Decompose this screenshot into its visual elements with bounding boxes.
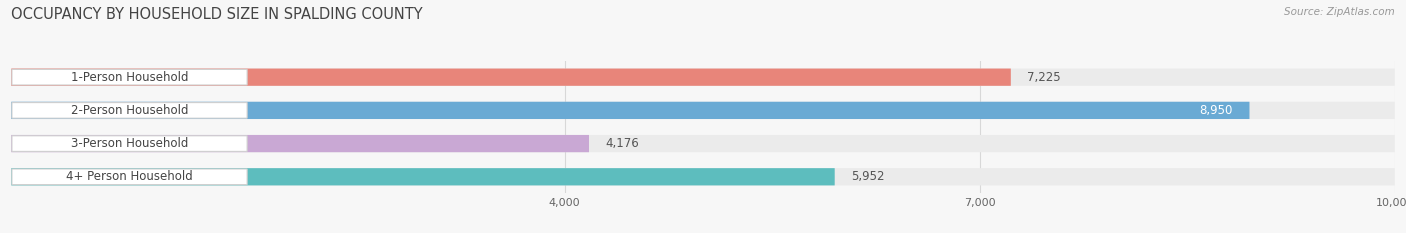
Text: 4,176: 4,176 [606,137,640,150]
FancyBboxPatch shape [11,136,247,151]
FancyBboxPatch shape [11,103,247,118]
FancyBboxPatch shape [11,69,247,85]
FancyBboxPatch shape [11,135,1395,152]
FancyBboxPatch shape [11,168,1395,185]
FancyBboxPatch shape [11,69,1011,86]
FancyBboxPatch shape [11,69,1395,86]
FancyBboxPatch shape [11,102,1395,119]
Text: Source: ZipAtlas.com: Source: ZipAtlas.com [1284,7,1395,17]
Text: 8,950: 8,950 [1199,104,1233,117]
Text: 4+ Person Household: 4+ Person Household [66,170,193,183]
FancyBboxPatch shape [11,135,589,152]
Text: 3-Person Household: 3-Person Household [70,137,188,150]
Text: 5,952: 5,952 [851,170,884,183]
Text: 7,225: 7,225 [1028,71,1062,84]
FancyBboxPatch shape [11,169,247,185]
Text: OCCUPANCY BY HOUSEHOLD SIZE IN SPALDING COUNTY: OCCUPANCY BY HOUSEHOLD SIZE IN SPALDING … [11,7,423,22]
FancyBboxPatch shape [11,168,835,185]
Text: 2-Person Household: 2-Person Household [70,104,188,117]
FancyBboxPatch shape [11,102,1250,119]
Text: 1-Person Household: 1-Person Household [70,71,188,84]
